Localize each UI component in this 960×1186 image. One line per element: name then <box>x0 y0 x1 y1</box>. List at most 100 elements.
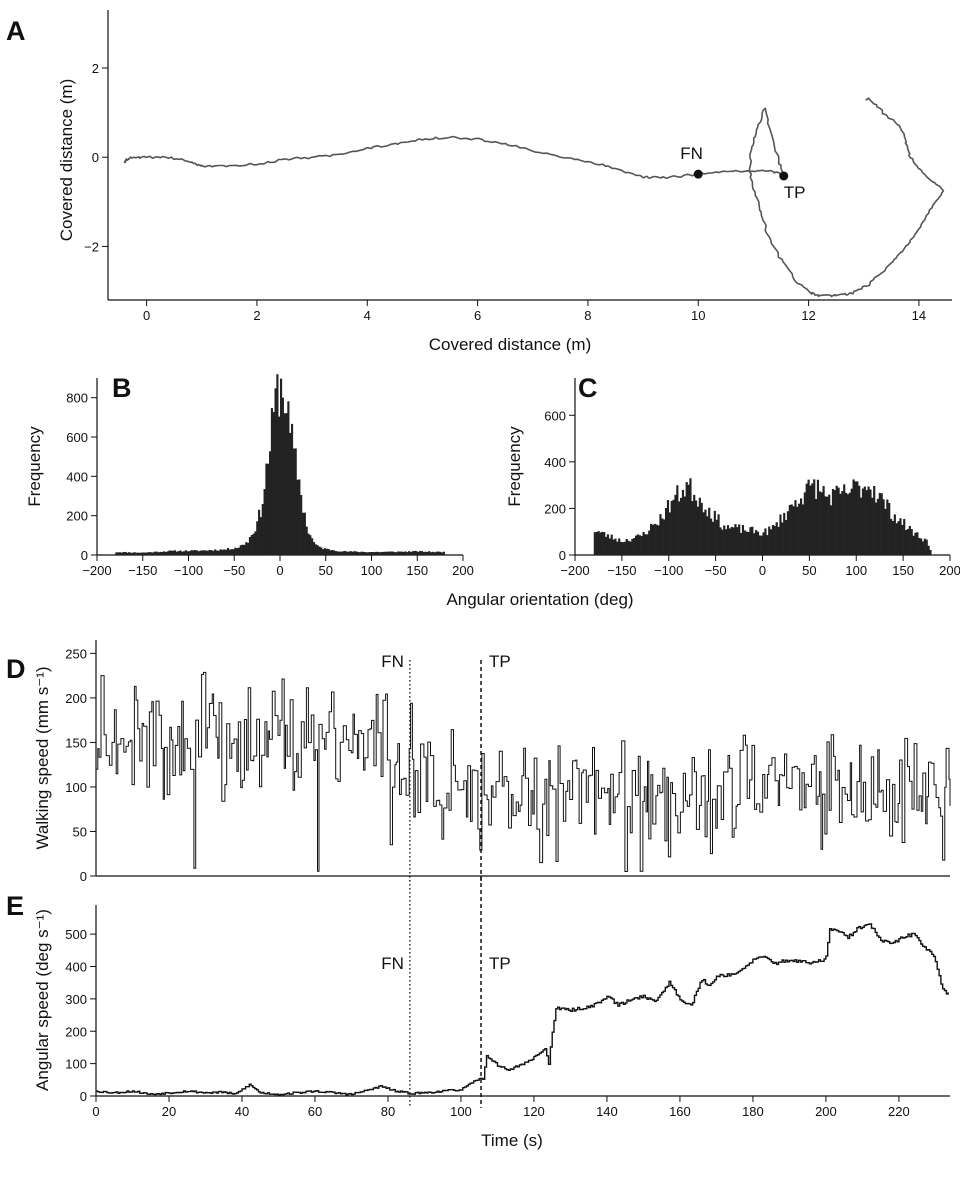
hist-bar <box>719 527 722 555</box>
hist-bar <box>663 519 666 555</box>
hist-bar <box>680 497 683 555</box>
hist-bar <box>800 498 803 555</box>
panel-d-tp-label: TP <box>489 652 511 671</box>
hist-bar <box>651 524 655 555</box>
hist-bar <box>852 479 855 555</box>
hist-bar <box>612 539 615 555</box>
hist-bar <box>431 551 435 555</box>
hist-bar <box>387 551 391 555</box>
hist-bar <box>747 531 750 555</box>
hist-bar <box>665 508 668 555</box>
hist-bar <box>871 497 874 555</box>
panel-B-ytick-label: 600 <box>66 430 88 445</box>
hist-bar <box>353 551 356 555</box>
hist-bar <box>166 551 169 555</box>
hist-bar <box>179 550 182 555</box>
hist-bar <box>867 486 870 555</box>
hist-bar <box>726 525 730 555</box>
hist-bar <box>749 527 752 555</box>
hist-bar <box>188 551 191 555</box>
panel-letter-e: E <box>6 891 24 921</box>
panel-B-ytick-label: 800 <box>66 391 88 406</box>
hist-bar <box>142 552 145 555</box>
panel-a-xtick-label: 0 <box>143 308 150 323</box>
hist-bar <box>345 551 349 555</box>
hist-bar <box>347 551 350 555</box>
panel-C-xtick-label: 100 <box>845 563 867 578</box>
hist-bar <box>695 500 698 555</box>
hist-bar <box>314 544 317 555</box>
panel-d-ytick-label: 50 <box>73 824 87 839</box>
hist-bar <box>730 526 733 555</box>
hist-bar <box>375 551 378 555</box>
hist-bar <box>790 504 793 555</box>
panel-B-xtick-label: −50 <box>223 563 245 578</box>
hist-bar <box>212 550 215 555</box>
panel-e-xtick-label: 140 <box>596 1104 618 1119</box>
hist-bar <box>863 486 866 555</box>
panel-e-xtick-label: 80 <box>381 1104 395 1119</box>
hist-bar <box>298 479 301 555</box>
hist-bar <box>408 551 411 555</box>
hist-bar <box>770 529 773 555</box>
hist-bar <box>689 478 692 555</box>
hist-bar <box>406 552 409 555</box>
hist-bar <box>422 551 425 555</box>
hist-bar <box>186 551 189 555</box>
hist-bar <box>153 551 156 555</box>
hist-bar <box>417 551 420 555</box>
hist-bar <box>248 536 252 555</box>
hist-bar <box>764 528 767 555</box>
hist-bar <box>811 483 814 555</box>
hist-bar <box>157 552 160 555</box>
hist-bar <box>771 525 775 555</box>
hist-bar <box>159 551 162 555</box>
hist-bar <box>144 552 147 555</box>
hist-bar <box>195 550 198 555</box>
hist-bar <box>760 535 763 555</box>
panel-C-xtick-label: 200 <box>939 563 960 578</box>
hist-bar <box>378 552 381 555</box>
hist-bar <box>625 538 628 555</box>
hist-bar <box>631 538 634 555</box>
hist-bar <box>173 550 176 555</box>
hist-bar <box>843 484 846 555</box>
hist-bar <box>691 501 694 555</box>
panel-C-ytick-label: 400 <box>544 455 566 470</box>
hist-bar <box>234 547 237 555</box>
panel-e-ytick-label: 200 <box>65 1024 87 1039</box>
hist-bar <box>175 551 178 555</box>
hist-bar <box>696 506 700 555</box>
hist-bar <box>241 544 244 555</box>
hist-bar <box>648 530 651 555</box>
panel-B-xtick-label: 50 <box>319 563 333 578</box>
hist-bar <box>162 551 166 555</box>
hist-bar <box>386 551 389 555</box>
hist-bar <box>117 552 120 555</box>
marker-fn <box>693 169 703 179</box>
hist-bar <box>172 550 175 555</box>
hist-bar <box>700 502 703 555</box>
hist-bar <box>672 499 675 555</box>
hist-bar <box>201 550 204 555</box>
hist-bar <box>250 535 253 555</box>
hist-bar <box>873 485 876 555</box>
hist-bar <box>225 549 228 555</box>
panel-C-xtick-label: 150 <box>892 563 914 578</box>
hist-bar <box>908 525 911 555</box>
panel-C-ytick-label: 200 <box>544 501 566 516</box>
hist-bar <box>437 551 440 555</box>
hist-bar <box>333 550 336 555</box>
panel-a-ytick-label: −2 <box>84 239 99 254</box>
hist-bar <box>360 551 363 555</box>
hist-bar <box>366 552 369 555</box>
hist-bar <box>236 548 239 555</box>
hist-bar <box>351 551 354 555</box>
hist-bar <box>309 535 312 555</box>
hist-bar <box>239 545 242 555</box>
hist-bar <box>301 512 305 555</box>
hist-bar <box>676 485 679 555</box>
hist-bar <box>773 525 776 555</box>
hist-bar <box>290 423 294 555</box>
hist-bar <box>376 551 380 555</box>
